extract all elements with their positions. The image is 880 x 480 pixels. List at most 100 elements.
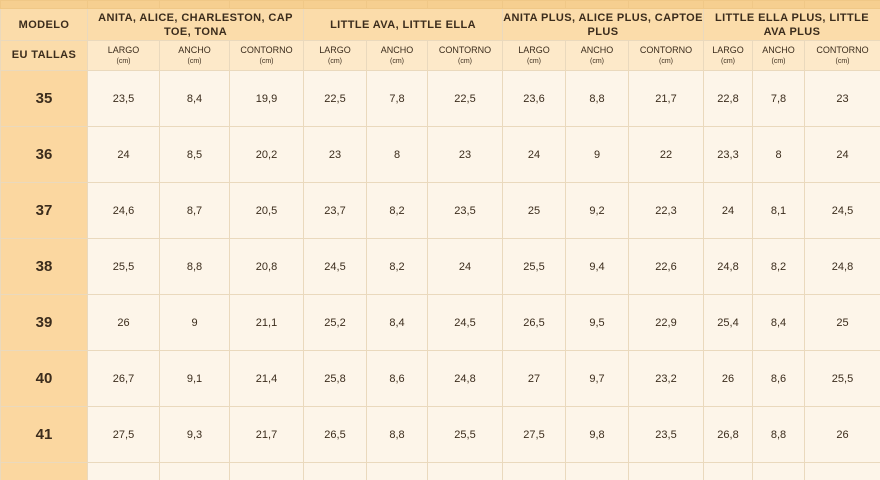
measure-cell: 20,8 <box>229 238 304 295</box>
column-header: CONTORNO (cm) <box>427 40 503 71</box>
column-label: LARGO <box>107 44 140 55</box>
column-unit: (cm) <box>259 57 274 65</box>
measure-cell: 25,2 <box>303 294 367 351</box>
measure-cell: 25,5 <box>804 350 880 407</box>
size-cell: 37 <box>0 182 88 239</box>
model-label: MODELO <box>0 8 88 41</box>
measure-cell: 24 <box>804 126 880 183</box>
measure-cell: 24,8 <box>804 238 880 295</box>
measure-cell: 22,8 <box>703 70 753 127</box>
measure-cell: 25,5 <box>427 406 503 463</box>
column-unit: (cm) <box>328 57 342 65</box>
measure-cell: 8,8 <box>752 406 805 463</box>
measure-cell <box>703 462 753 480</box>
column-unit: (cm) <box>390 57 404 65</box>
column-label: ANCHO <box>178 44 211 55</box>
measure-cell: 8,7 <box>159 182 230 239</box>
measure-cell: 23 <box>427 126 503 183</box>
column-unit: (cm) <box>721 57 735 65</box>
size-cell: 41 <box>0 406 88 463</box>
measure-cell: 23,7 <box>303 182 367 239</box>
size-cell: 35 <box>0 70 88 127</box>
column-label: ANCHO <box>580 44 614 55</box>
measure-cell: 25,5 <box>87 238 160 295</box>
measure-cell: 25,4 <box>703 294 753 351</box>
measure-cell: 8,4 <box>752 294 805 351</box>
strip-cell <box>366 0 428 9</box>
measure-cell: 22 <box>628 126 704 183</box>
top-strip <box>0 0 880 9</box>
measure-cell: 25 <box>502 182 566 239</box>
measure-cell: 9 <box>159 294 230 351</box>
measure-cell <box>628 462 704 480</box>
column-header: ANCHO (cm) <box>752 40 805 71</box>
column-header-row: EU TALLAS LARGO (cm) ANCHO (cm) CONTORNO (cm) L… <box>0 40 880 71</box>
size-row: 39 26 9 21,1 25,2 8,4 24,5 26,5 9,5 22,9 25,4 8,4 25 <box>0 294 880 351</box>
measure-cell: 20,2 <box>229 126 304 183</box>
measure-cell: 9,8 <box>565 406 629 463</box>
measure-cell: 27,5 <box>87 406 160 463</box>
measure-cell: 21,7 <box>628 70 704 127</box>
size-cell: 36 <box>0 126 88 183</box>
measure-cell: 24,8 <box>703 238 753 295</box>
column-label: ANCHO <box>380 44 414 55</box>
group-header: ANITA, ALICE, CHARLESTON, CAP TOE, TONA <box>87 8 304 41</box>
measure-cell: 8,2 <box>366 182 428 239</box>
size-label: EU TALLAS <box>0 40 88 71</box>
measure-cell: 21,4 <box>229 350 304 407</box>
measure-cell: 24,5 <box>804 182 880 239</box>
measure-cell: 22,6 <box>628 238 704 295</box>
measure-cell: 24 <box>87 126 160 183</box>
strip-cell <box>752 0 805 9</box>
measure-cell: 8,1 <box>752 182 805 239</box>
measure-cell <box>159 462 230 480</box>
column-label: CONTORNO <box>240 44 293 55</box>
column-label: CONTORNO <box>816 44 869 55</box>
measure-cell <box>229 462 304 480</box>
measure-cell: 22,9 <box>628 294 704 351</box>
measure-cell: 22,5 <box>427 70 503 127</box>
size-row: 41 27,5 9,3 21,7 26,5 8,8 25,5 27,5 9,8 23,5 26,8 8… <box>0 406 880 463</box>
column-header: CONTORNO (cm) <box>628 40 704 71</box>
strip-cell <box>565 0 629 9</box>
measure-cell: 25,8 <box>303 350 367 407</box>
measure-cell: 26 <box>703 350 753 407</box>
measure-cell: 9,2 <box>565 182 629 239</box>
column-unit: (cm) <box>187 57 202 65</box>
measure-cell: 24 <box>703 182 753 239</box>
measure-cell: 24 <box>502 126 566 183</box>
size-row: 36 24 8,5 20,2 23 8 23 24 9 22 23,3 8 24 <box>0 126 880 183</box>
measure-cell: 9,7 <box>565 350 629 407</box>
column-header: LARGO (cm) <box>303 40 367 71</box>
measure-cell: 8,5 <box>159 126 230 183</box>
measure-cell: 9,1 <box>159 350 230 407</box>
measure-cell <box>366 462 428 480</box>
measure-cell: 8,4 <box>159 70 230 127</box>
column-label: CONTORNO <box>438 44 492 55</box>
measure-cell: 24,6 <box>87 182 160 239</box>
measure-cell: 26,5 <box>303 406 367 463</box>
size-cell: 40 <box>0 350 88 407</box>
measure-cell: 8,6 <box>366 350 428 407</box>
measure-cell: 20,5 <box>229 182 304 239</box>
measure-cell: 24 <box>427 238 503 295</box>
measure-cell: 26,8 <box>703 406 753 463</box>
group-header: ANITA PLUS, ALICE PLUS, CAPTOE PLUS <box>502 8 704 41</box>
column-header: ANCHO (cm) <box>159 40 230 71</box>
group-header: LITTLE ELLA PLUS, LITTLE AVA PLUS <box>703 8 880 41</box>
strip-cell <box>0 0 88 9</box>
measure-cell: 23 <box>303 126 367 183</box>
measure-cell: 8,8 <box>159 238 230 295</box>
measure-cell: 9,5 <box>565 294 629 351</box>
group-header: LITTLE AVA, LITTLE ELLA <box>303 8 503 41</box>
measure-cell: 9,3 <box>159 406 230 463</box>
column-unit: (cm) <box>835 57 850 65</box>
measure-cell: 8,2 <box>366 238 428 295</box>
measure-cell: 25 <box>804 294 880 351</box>
measure-cell: 7,8 <box>752 70 805 127</box>
measure-cell <box>502 462 566 480</box>
measure-cell: 26 <box>804 406 880 463</box>
